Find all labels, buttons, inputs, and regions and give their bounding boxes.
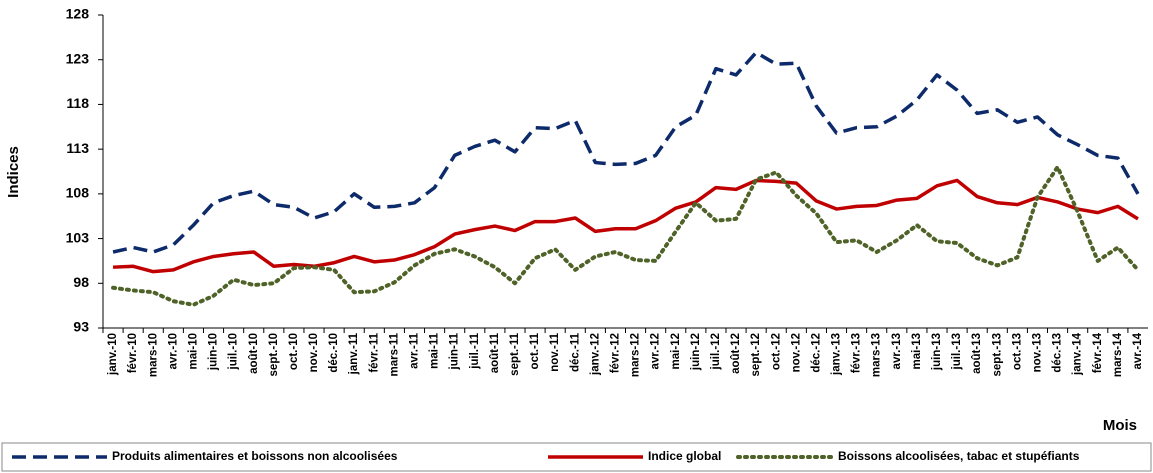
- x-tick-label: avr.-12: [650, 333, 662, 369]
- x-tick-label: déc.-11: [569, 332, 581, 372]
- x-tick-label: avr.-11: [409, 332, 421, 368]
- x-tick-label: févr.-12: [609, 333, 621, 373]
- y-tick-label: 118: [66, 95, 89, 111]
- y-tick-label: 98: [73, 274, 89, 290]
- x-tick-label: mars-11: [388, 332, 400, 376]
- x-tick-label: mai-11: [429, 332, 441, 368]
- x-tick-label: sept.-12: [750, 333, 762, 376]
- legend-label: Produits alimentaires et boissons non al…: [112, 449, 398, 463]
- y-tick-label: 93: [73, 319, 89, 335]
- y-tick-label: 103: [66, 229, 90, 245]
- x-tick-label: juin-10: [208, 333, 220, 371]
- x-axis-label: Mois: [1103, 417, 1137, 434]
- x-tick-label: août-11: [489, 332, 501, 373]
- x-tick-label: sept.-13: [991, 333, 1003, 376]
- y-tick-label: 128: [66, 6, 90, 22]
- x-tick-label: oct.-12: [770, 333, 782, 370]
- x-tick-label: août-10: [248, 333, 260, 374]
- y-axis-label: Indices: [5, 146, 22, 198]
- x-tick-label: janv.-11: [348, 332, 360, 375]
- x-tick-label: août-12: [730, 333, 742, 374]
- x-tick-label: mai-10: [187, 333, 199, 369]
- y-tick-label: 108: [66, 185, 90, 201]
- x-tick-label: janv.-12: [589, 333, 601, 376]
- legend-label: Boissons alcoolisées, tabac et stupéfian…: [838, 449, 1080, 463]
- legend-label: Indice global: [648, 449, 721, 463]
- x-tick-label: nov.-12: [790, 333, 802, 372]
- x-tick-label: janv.-10: [107, 333, 119, 376]
- x-tick-label: août-13: [971, 333, 983, 374]
- x-tick-label: déc.-13: [1052, 333, 1064, 373]
- x-tick-label: févr.-10: [127, 333, 139, 373]
- x-tick-label: févr.-14: [1092, 332, 1104, 373]
- x-tick-label: juil.-10: [228, 333, 240, 370]
- x-tick-label: oct.-10: [288, 333, 300, 370]
- x-tick-label: janv.-13: [831, 333, 843, 376]
- x-tick-label: oct.-11: [529, 332, 541, 369]
- x-tick-label: mars-12: [630, 333, 642, 377]
- x-tick-label: nov.-10: [308, 333, 320, 372]
- x-tick-label: mai-13: [911, 333, 923, 369]
- series-line: [112, 178, 1139, 274]
- x-tick-label: mars-13: [871, 333, 883, 377]
- legend-box: [1, 442, 1152, 472]
- x-tick-label: mai-12: [670, 333, 682, 369]
- x-tick-label: juin-12: [690, 333, 702, 371]
- x-tick-label: avr.-13: [891, 333, 903, 369]
- x-tick-label: nov.-13: [1032, 333, 1044, 372]
- x-tick-label: juin-11: [449, 332, 461, 370]
- x-tick-label: févr.-13: [851, 333, 863, 373]
- x-tick-label: févr.-11: [368, 332, 380, 372]
- x-tick-label: déc.-12: [810, 333, 822, 373]
- x-tick-label: déc.-10: [328, 333, 340, 373]
- x-tick-label: juil.-11: [469, 332, 481, 369]
- x-tick-label: avr.-14: [1132, 332, 1144, 369]
- x-tick-label: oct.-13: [1011, 333, 1023, 370]
- x-tick-label: mars-14: [1112, 332, 1124, 377]
- x-tick-label: juin-13: [931, 333, 943, 371]
- y-tick-label: 113: [66, 140, 89, 156]
- x-tick-label: sept.-10: [268, 333, 280, 376]
- x-tick-label: janv.-14: [1072, 332, 1084, 376]
- x-tick-label: avr.-10: [167, 333, 179, 369]
- x-tick-label: juil.-13: [951, 333, 963, 370]
- x-tick-label: juil.-12: [710, 333, 722, 370]
- series-line: [111, 165, 1140, 307]
- x-tick-label: mars-10: [147, 333, 159, 377]
- y-tick-label: 123: [66, 50, 90, 66]
- x-tick-label: sept.-11: [509, 332, 521, 375]
- series-line: [112, 50, 1140, 254]
- x-tick-label: nov.-11: [549, 332, 561, 371]
